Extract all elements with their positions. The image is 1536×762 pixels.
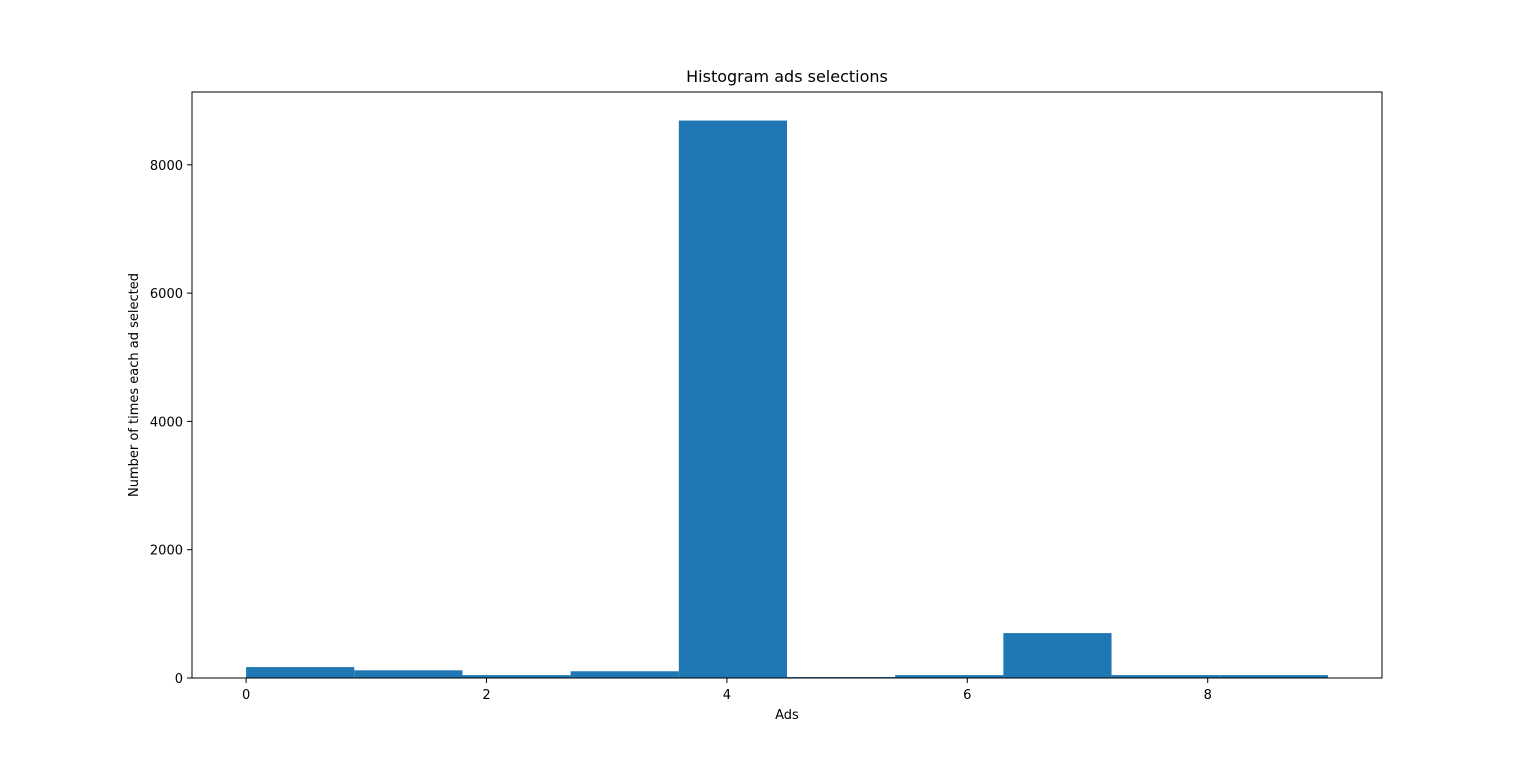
histogram-bar-3 xyxy=(570,671,679,678)
x-tick-label: 0 xyxy=(242,688,250,703)
histogram-bar-4 xyxy=(678,120,787,679)
x-tick-label: 4 xyxy=(723,688,731,703)
histogram-bar-1 xyxy=(354,670,463,678)
x-tick-label: 2 xyxy=(482,688,490,703)
histogram-bar-7 xyxy=(1003,633,1112,678)
y-axis-label: Number of times each ad selected xyxy=(127,273,142,497)
histogram-bar-0 xyxy=(246,667,355,678)
x-tick-label: 8 xyxy=(1204,688,1212,703)
y-tick-label: 0 xyxy=(175,672,183,687)
y-axis-ticks: 0 2000 4000 6000 8000 xyxy=(150,159,192,687)
bars-group xyxy=(246,120,1328,679)
y-tick-label: 4000 xyxy=(150,415,183,430)
y-tick-label: 2000 xyxy=(150,544,183,559)
x-axis-label: Ads xyxy=(775,708,799,723)
x-axis-ticks: 0 2 4 6 8 xyxy=(242,678,1212,703)
histogram-bar-6 xyxy=(895,675,1004,678)
y-tick-label: 8000 xyxy=(150,159,183,174)
chart-title: Histogram ads selections xyxy=(686,67,888,86)
histogram-bar-2 xyxy=(462,675,571,678)
histogram-bar-8 xyxy=(1111,675,1220,678)
histogram-bar-9 xyxy=(1219,675,1328,678)
plot-area-frame xyxy=(191,91,1383,679)
x-tick-label: 6 xyxy=(963,688,971,703)
y-tick-label: 6000 xyxy=(150,287,183,302)
